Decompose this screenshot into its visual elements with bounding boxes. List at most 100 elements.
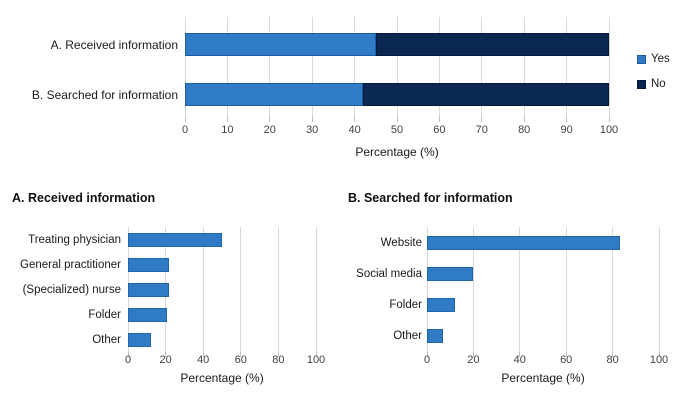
chart-a-plot [127,227,317,357]
bar [427,235,620,250]
x-tick-label: 100 [649,354,669,366]
gridline [566,17,568,117]
bar-segment-no [363,83,609,106]
top-chart-category-labels: A. Received information B. Searched for i… [0,17,178,117]
axis-tick [396,117,398,122]
x-tick-label: 0 [124,354,132,366]
axis-tick [269,117,271,122]
x-tick-label: 100 [306,354,326,366]
legend-swatch-no-icon [637,79,646,89]
gridline [184,17,186,117]
x-tick-label: 90 [560,124,573,136]
bar [427,298,455,313]
category-label: Folder [88,308,121,321]
x-tick-label: 20 [467,354,480,366]
x-tick-label: 0 [423,354,431,366]
bar-rows [427,227,659,352]
gridline [565,227,567,352]
category-label: Social media [356,267,422,280]
top-chart-x-tick-labels: 0 10 20 30 40 50 60 70 80 90 100 [181,124,618,138]
stacked-bar [185,83,609,106]
axis-tick [523,117,525,122]
legend-item-yes: Yes [637,53,670,65]
gridline [426,227,428,352]
bar [128,332,151,347]
axis-tick [426,352,428,357]
chart-a-category-labels: Treating physician General practitioner (S… [0,227,121,352]
bar-segment-no [375,33,609,56]
category-label: (Specialized) nurse [22,283,121,296]
x-tick-label: 50 [390,124,404,136]
axis-tick [472,352,474,357]
bar-row [128,302,316,327]
category-label: Other [393,330,422,343]
chart-b-title: B. Searched for information [348,191,513,205]
gridline [472,227,474,352]
bar [128,282,170,297]
category-label: Treating physician [28,233,121,246]
gridline [608,17,610,117]
gridline [481,17,483,117]
bar-row [128,277,316,302]
bar [427,329,444,344]
bar-row [427,321,659,352]
axis-tick [519,352,521,357]
gridline [354,17,356,117]
chart-b-plot [426,227,660,357]
legend-label-no: No [651,78,666,90]
chart-a-x-axis-title: Percentage (%) [180,371,264,385]
x-tick-label: 20 [263,124,276,136]
axis-tick [566,117,568,122]
chart-b-x-tick-labels: 0 20 40 60 80 100 [423,354,668,368]
x-tick-label: 40 [348,124,361,136]
chart-a-title: A. Received information [12,191,156,205]
x-tick-label: 40 [197,354,210,366]
legend: Yes No [637,53,670,90]
x-tick-label: 20 [159,354,172,366]
x-tick-label: 80 [272,354,285,366]
bar-segment-yes [185,33,376,56]
x-tick-label: 0 [181,124,189,136]
gridline [240,227,242,352]
chart-b-category-labels: Website Social media Folder Other [330,227,422,352]
x-tick-label: 100 [599,124,619,136]
bar-row [128,252,316,277]
bar [128,307,168,322]
axis-tick [354,117,356,122]
category-label: A. Received information [50,37,178,52]
x-tick-label: 30 [306,124,319,136]
axis-tick [311,117,313,122]
axis-tick [565,352,567,357]
axis-tick [658,352,660,357]
legend-item-no: No [637,78,670,90]
gridline [438,17,440,117]
gridline [202,227,204,352]
stacked-bar [185,33,609,56]
bar [128,232,222,247]
gridline [315,227,317,352]
category-label: Website [380,236,422,249]
x-tick-label: 70 [475,124,488,136]
axis-tick [608,117,610,122]
bar [128,257,170,272]
axis-tick [438,117,440,122]
gridline [612,227,614,352]
gridline [226,17,228,117]
chart-b-x-axis-title: Percentage (%) [501,371,585,385]
category-label: General practitioner [20,258,121,271]
gridline [277,227,279,352]
bar [427,266,474,281]
bar-row [427,227,659,258]
bar-segment-yes [185,83,364,106]
category-label: Other [92,333,121,346]
gridline [658,227,660,352]
gridline [519,227,521,352]
bar-row [427,290,659,321]
gridline [396,17,398,117]
axis-tick [184,117,186,122]
chart-a-x-tick-labels: 0 20 40 60 80 100 [124,354,325,368]
x-tick-label: 10 [221,124,234,136]
x-tick-label: 60 [560,354,573,366]
legend-label-yes: Yes [651,53,670,65]
x-tick-label: 40 [513,354,526,366]
